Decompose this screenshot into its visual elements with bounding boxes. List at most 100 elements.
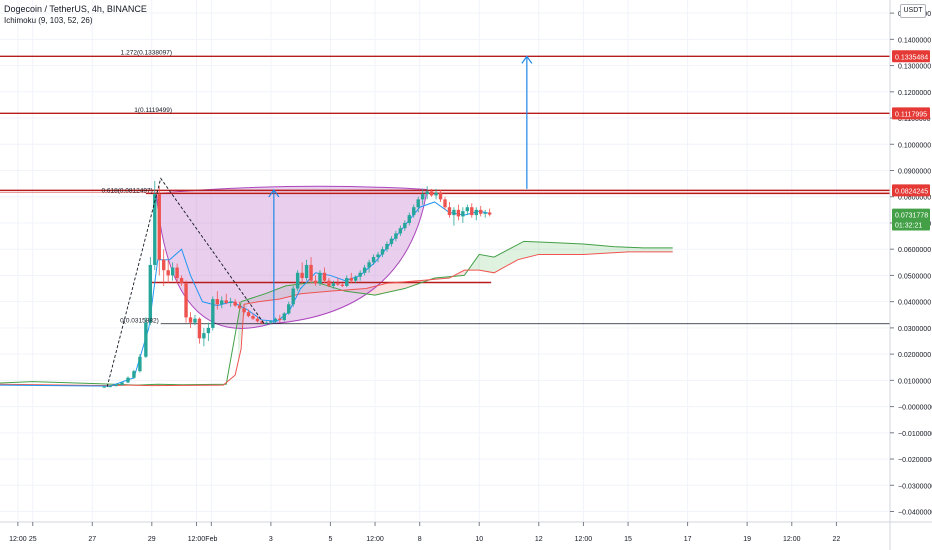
cloud-segment xyxy=(542,242,548,255)
candle-body xyxy=(215,299,219,305)
symbol-title[interactable]: Dogecoin / TetherUS, 4h, BINANCE xyxy=(4,4,147,14)
candle-body xyxy=(170,267,175,276)
candle-body xyxy=(461,211,465,217)
price-tick-label: −0.0000000 xyxy=(898,405,932,412)
cloud-segment xyxy=(494,254,499,273)
price-tick-label: 0.1300000 xyxy=(898,64,931,71)
cloud-segment xyxy=(624,247,630,253)
chart-grid xyxy=(0,0,890,522)
price-tick-label: 0.0400000 xyxy=(898,300,931,307)
cloud-segment xyxy=(571,243,577,255)
price-tick-label: −0.0400000 xyxy=(898,510,932,517)
cloud-segment xyxy=(527,241,533,258)
cloud-segment xyxy=(392,282,398,292)
candle-body xyxy=(242,308,246,313)
currency-button[interactable]: USDT xyxy=(900,4,926,18)
cloud-segment xyxy=(537,241,543,255)
cloud-segment xyxy=(300,283,306,294)
cloud-segment xyxy=(363,287,369,295)
time-tick-label: 29 xyxy=(148,536,156,543)
lagging-line xyxy=(0,240,673,386)
cloud-segment xyxy=(484,255,490,272)
candle-body xyxy=(206,327,211,334)
cloud-segment xyxy=(238,301,243,362)
candle-body xyxy=(287,304,291,314)
candle-body xyxy=(120,382,124,386)
price-tick-label: 0.0100000 xyxy=(898,378,931,385)
candle-body xyxy=(429,191,434,196)
candle-body xyxy=(354,276,358,281)
candle-body xyxy=(487,212,492,215)
price-tick-label: 0.0600000 xyxy=(898,247,931,254)
candle-body xyxy=(345,278,349,286)
candle-body xyxy=(412,207,416,216)
cloud-segment xyxy=(508,246,514,265)
candle-body xyxy=(102,386,106,388)
fib-labels: 1.272(0.1338097) 1(0.1119499) 0.618(0.0812… xyxy=(101,50,172,325)
price-tag-bg xyxy=(892,208,930,221)
cloud-segment xyxy=(276,287,282,300)
candle-body xyxy=(362,267,367,273)
cloud-segment xyxy=(489,256,495,273)
fib-level-label: 0.618(0.0812497) xyxy=(101,187,152,194)
time-tick-label: 12:00 xyxy=(366,536,384,543)
time-tick-label: 12:00 xyxy=(575,536,593,543)
candle-body xyxy=(349,278,353,281)
price-tag-bg xyxy=(892,184,930,197)
time-tick-label: 12:00 xyxy=(783,536,801,543)
cloud-segment xyxy=(653,247,659,252)
cloud-segment xyxy=(257,294,263,302)
candle-body xyxy=(394,233,398,239)
cloud-segment xyxy=(619,246,625,253)
cup-depth-arrow-head xyxy=(268,188,280,198)
candle-body xyxy=(438,192,443,200)
candle-body xyxy=(138,356,142,372)
cloud-segment xyxy=(643,247,649,252)
candle-body xyxy=(132,371,136,378)
fib-level-label: 1.272(0.1338097) xyxy=(121,50,172,57)
price-tag-label: 0.1117995 xyxy=(895,111,927,118)
candle-body xyxy=(367,262,371,268)
price-tag-label: 01:32:21 xyxy=(895,223,922,230)
price-tick-label: 0.0800000 xyxy=(898,195,931,202)
cloud-segment xyxy=(532,241,538,256)
candle-body xyxy=(260,321,264,324)
price-tick-label: 0.0300000 xyxy=(898,326,931,333)
cloud-segment xyxy=(556,242,562,255)
candle-body xyxy=(278,318,282,321)
candle-body xyxy=(184,283,188,318)
price-axis[interactable]: 0.15000000.14000000.13000000.12000000.11… xyxy=(889,0,932,550)
candle-body xyxy=(291,288,295,305)
drawing-tools xyxy=(106,55,533,388)
candle-body xyxy=(175,267,179,279)
price-tag-label: 0.1335484 xyxy=(895,54,928,61)
candle-body xyxy=(126,377,130,383)
candle-body xyxy=(162,259,166,271)
time-tick-label: 15 xyxy=(624,536,632,543)
candle-body xyxy=(385,243,389,250)
time-tick-label: 25 xyxy=(29,536,37,543)
candle-body xyxy=(220,300,224,305)
cloud-segment xyxy=(566,243,572,255)
candle-body xyxy=(327,280,331,286)
candle-body xyxy=(474,209,478,216)
price-tick-label: 0.1000000 xyxy=(898,142,931,149)
indicator-legend[interactable]: Ichimoku (9, 103, 52, 26) xyxy=(4,16,93,25)
cloud-segment xyxy=(634,247,639,252)
candle-body xyxy=(304,264,309,279)
candle-body xyxy=(197,318,202,339)
candle-body xyxy=(144,322,148,357)
time-axis[interactable]: 12:00 25 27 29 12:00 Feb 3 5 12:00 8 10 12 12:00 15 17… xyxy=(0,521,932,543)
candle-body xyxy=(318,272,322,284)
fib-level-label: 1(0.1119499) xyxy=(134,107,172,114)
fib-trend-line xyxy=(106,177,266,388)
candle-body xyxy=(465,207,470,212)
candle-body xyxy=(228,301,233,303)
candle-body xyxy=(188,317,193,323)
time-tick-label: 17 xyxy=(684,536,692,543)
cloud-segment xyxy=(460,270,466,276)
candle-body xyxy=(420,194,425,200)
candle-body xyxy=(202,333,206,339)
candle-body xyxy=(376,254,380,258)
